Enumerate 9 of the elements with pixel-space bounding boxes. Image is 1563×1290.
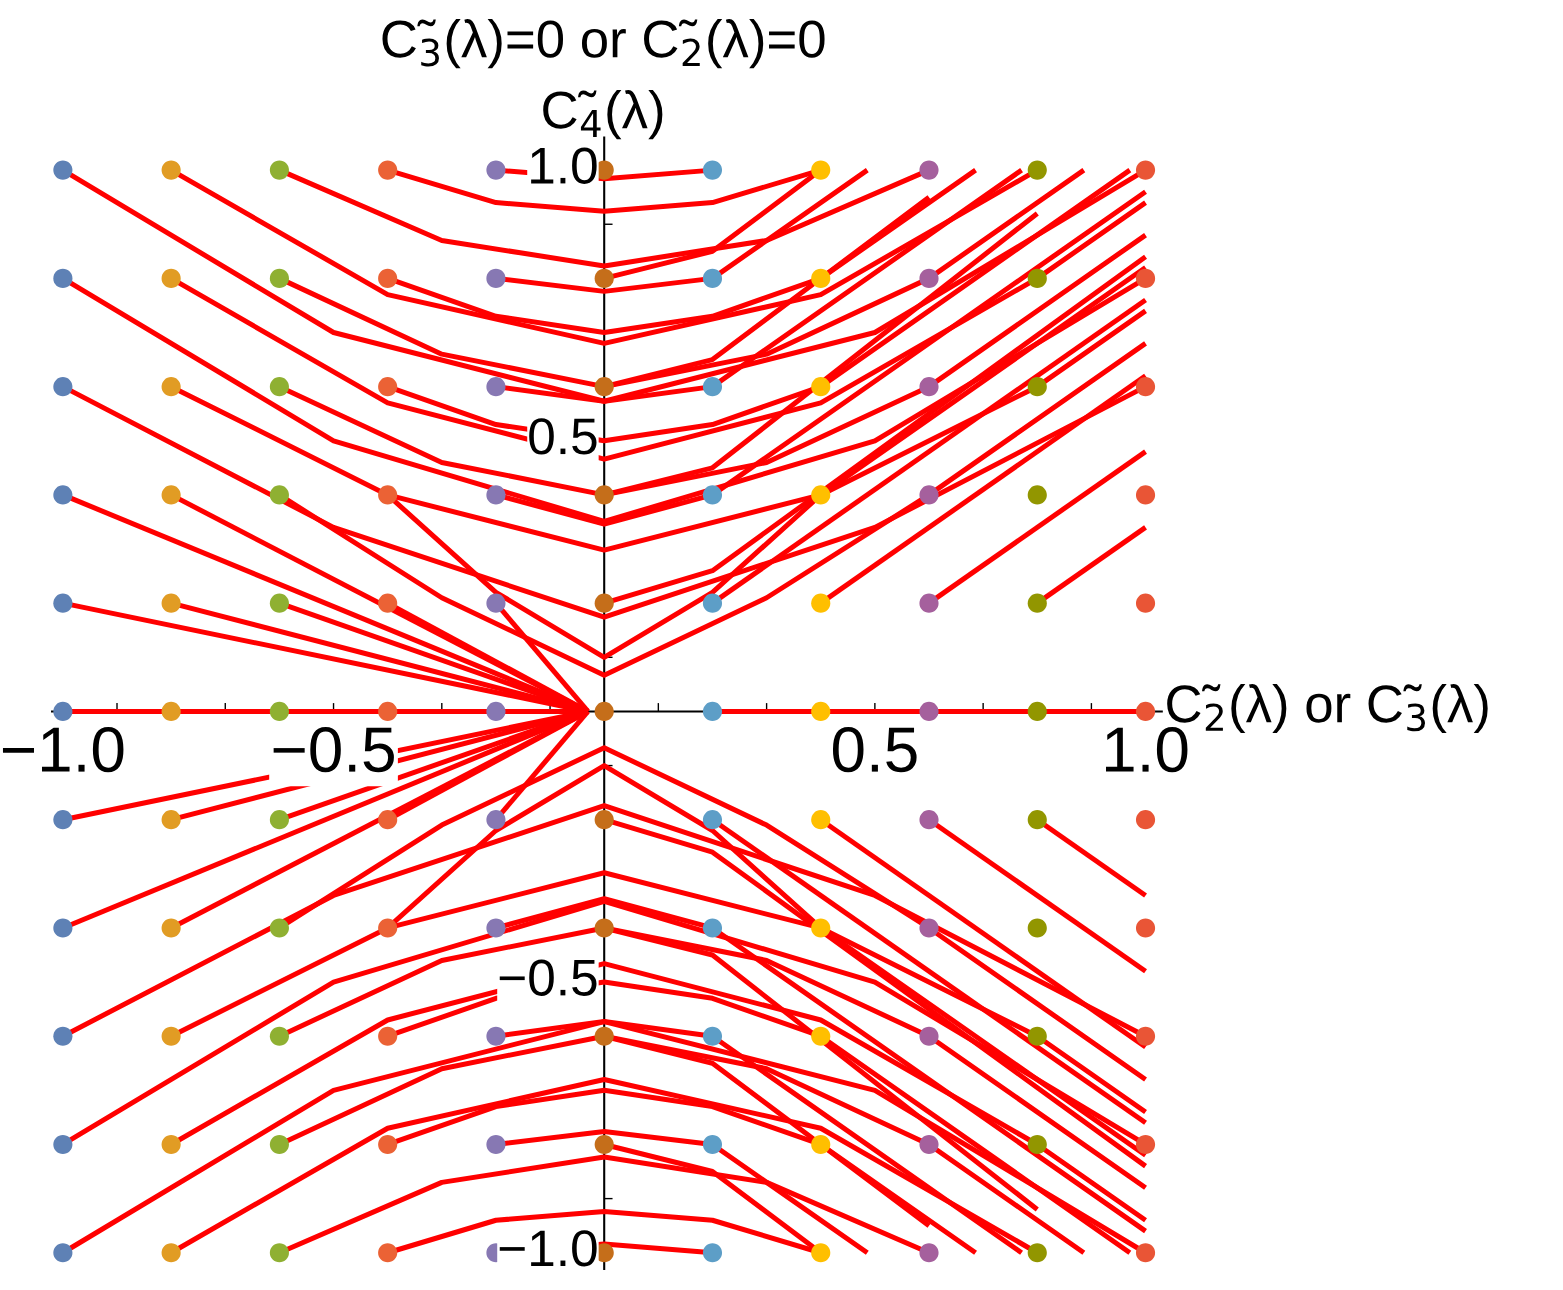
y-tick-label: −1.0 — [499, 1230, 597, 1267]
y-axis-title: C̃$_{4}$(λ) — [543, 90, 663, 140]
x-tick-label: 0.5 — [832, 727, 917, 773]
y-tick-label: 0.5 — [529, 418, 597, 455]
y-tick-label: −0.5 — [499, 959, 597, 996]
y-tick-label: 1.0 — [531, 147, 597, 184]
x-tick-label: −0.5 — [273, 727, 394, 773]
x-tick-label: −1.0 — [2, 727, 124, 773]
chart-title: C̃$_{3}$(λ)=0 or C̃$_{2}$(λ)=0 — [382, 19, 825, 69]
